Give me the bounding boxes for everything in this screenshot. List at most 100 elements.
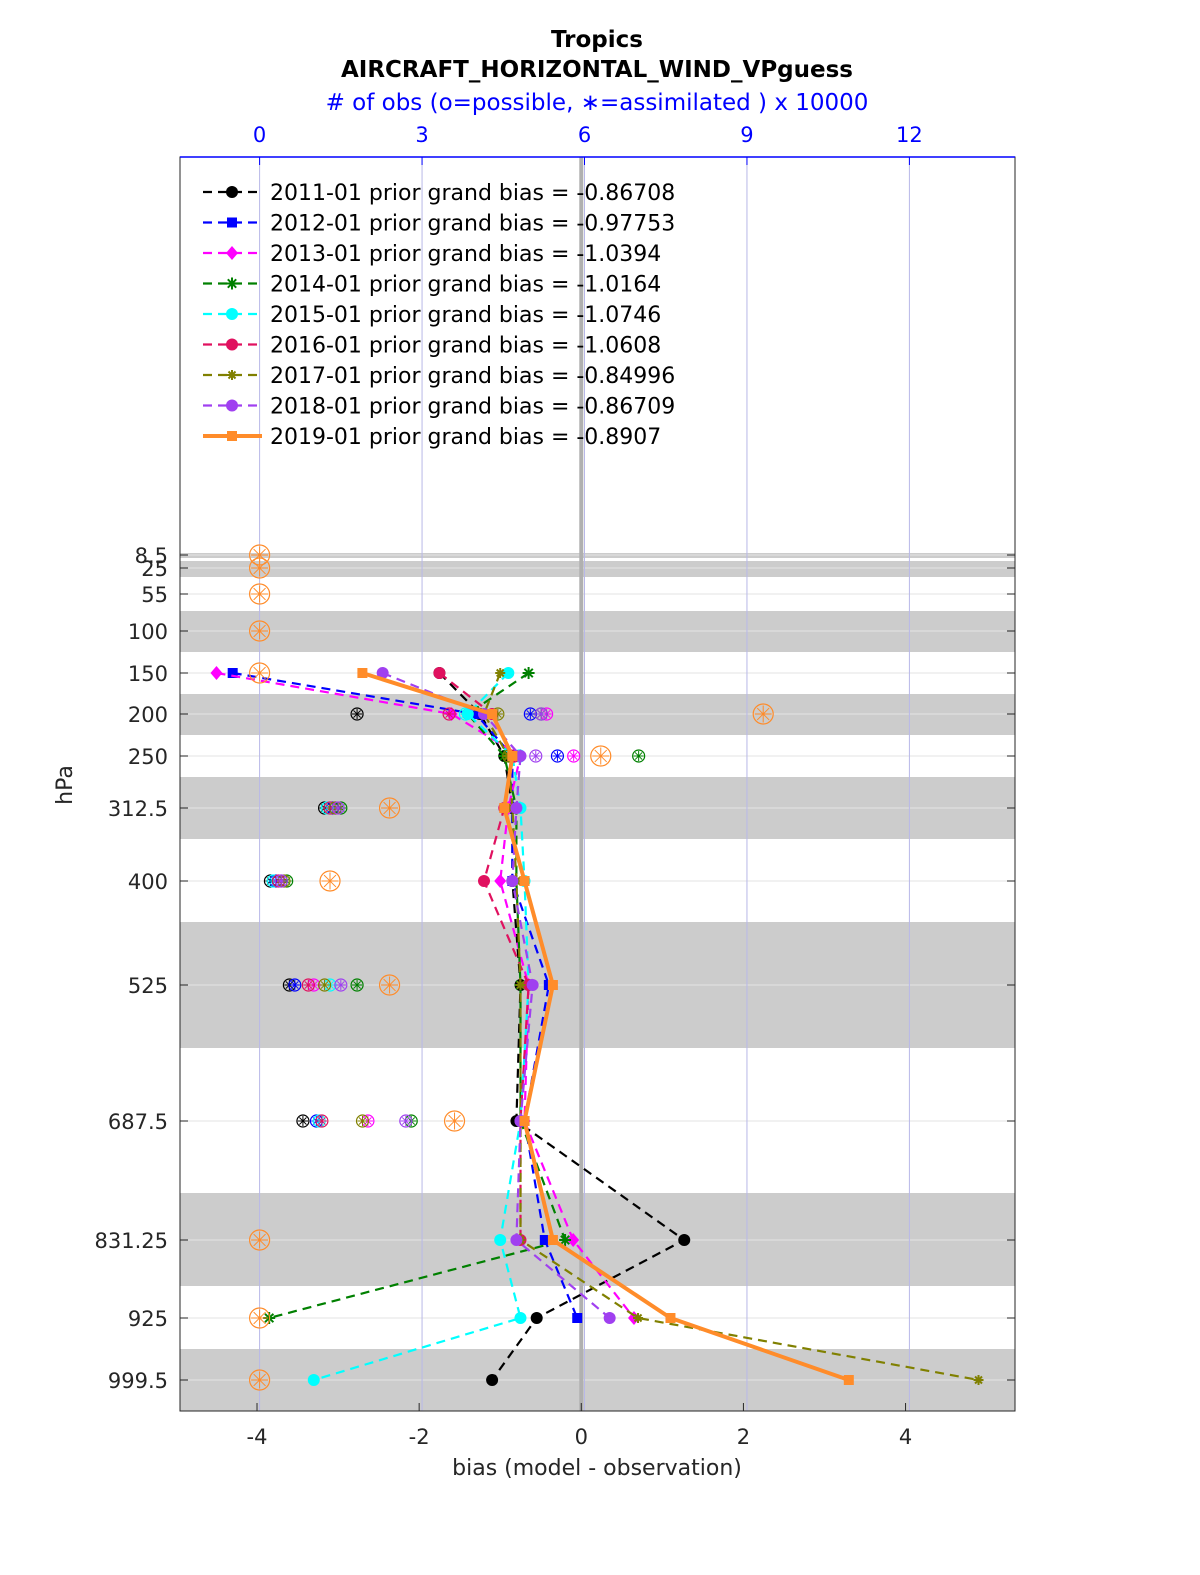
y-tick-label: 250 bbox=[128, 745, 168, 769]
bias-marker bbox=[227, 668, 238, 678]
axis-ticks: 8.52555100150200250312.5400525687.5831.2… bbox=[95, 123, 1015, 1449]
bias-marker bbox=[226, 308, 238, 320]
obs-count-marker bbox=[301, 978, 315, 992]
obs-count-marker bbox=[350, 978, 364, 992]
bias-marker bbox=[470, 709, 481, 719]
bias-marker bbox=[494, 874, 507, 888]
chart-subtitle: AIRCRAFT_HORIZONTAL_WIND_VPguess bbox=[341, 57, 853, 83]
obs-count-marker bbox=[534, 707, 548, 721]
x-tick-label: -2 bbox=[409, 1425, 430, 1449]
obs-assimilated-stroke bbox=[383, 978, 396, 992]
obs-assimilated-stroke bbox=[336, 981, 345, 989]
bias-marker bbox=[494, 1234, 507, 1246]
obs-possible-circle bbox=[317, 978, 332, 992]
obs-possible-circle bbox=[529, 749, 543, 763]
obs-assimilated-stroke bbox=[290, 981, 299, 989]
obs-possible-circle bbox=[442, 707, 456, 721]
obs-assimilated-stroke bbox=[401, 1117, 410, 1125]
bias-marker bbox=[515, 980, 526, 990]
obs-possible-circle bbox=[274, 874, 288, 888]
x-axis-label: bias (model - observation) bbox=[452, 1456, 742, 1481]
obs-possible-circle bbox=[301, 978, 315, 992]
legend-item: 2012-01 prior grand bias = -0.97753 bbox=[203, 212, 675, 237]
marker-stroke bbox=[496, 668, 505, 678]
legend-item: 2018-01 prior grand bias = -0.86709 bbox=[203, 395, 675, 420]
obs-count-marker bbox=[567, 749, 581, 763]
bias-marker bbox=[514, 1312, 527, 1324]
y-tick-label: 25 bbox=[141, 557, 168, 581]
top-axis-label: # of obs (o=possible, ∗=assimilated ) x … bbox=[326, 90, 869, 116]
bias-marker bbox=[678, 1234, 691, 1246]
top-x-tick-label: 0 bbox=[253, 123, 266, 147]
y-axis-label: hPa bbox=[53, 765, 78, 805]
series-line bbox=[438, 672, 530, 1240]
x-tick-label: 4 bbox=[899, 1425, 912, 1449]
obs-count-marker bbox=[378, 797, 401, 819]
obs-possible-circle bbox=[249, 583, 271, 605]
y-tick-label: 831.25 bbox=[95, 1229, 168, 1253]
series-line bbox=[361, 671, 850, 1382]
obs-assimilated-stroke bbox=[358, 1117, 367, 1125]
bias-marker bbox=[514, 750, 527, 762]
obs-count-marker bbox=[632, 749, 646, 763]
obs-possible-circle bbox=[249, 1307, 271, 1329]
legend-item: 2019-01 prior grand bias = -0.8907 bbox=[203, 425, 661, 450]
obs-count-marker bbox=[249, 1229, 271, 1251]
obs-count-marker bbox=[288, 978, 302, 992]
bias-marker bbox=[499, 803, 510, 813]
y-tick-label: 8.5 bbox=[135, 544, 168, 568]
marker-stroke bbox=[974, 1375, 983, 1385]
y-tick-label: 55 bbox=[141, 583, 168, 607]
marker-stroke bbox=[560, 1235, 570, 1245]
legend-label: 2015-01 prior grand bias = -1.0746 bbox=[270, 303, 661, 328]
bias-marker bbox=[507, 751, 518, 761]
obs-possible-circle bbox=[288, 978, 302, 992]
obs-count-marker bbox=[296, 1114, 310, 1128]
bias-marker bbox=[510, 1234, 523, 1246]
series-line bbox=[438, 672, 687, 1381]
obs-possible-circle bbox=[334, 978, 348, 992]
obs-possible-circle bbox=[319, 870, 341, 892]
obs-possible-circle bbox=[355, 1114, 370, 1128]
bias-marker bbox=[487, 709, 498, 719]
bias-marker bbox=[486, 1374, 499, 1386]
obs-count-marker bbox=[249, 1369, 271, 1391]
obs-assimilated-stroke bbox=[253, 1233, 266, 1247]
grid-lines bbox=[180, 157, 1015, 1411]
obs-assimilated-stroke bbox=[304, 981, 313, 989]
obs-possible-circle bbox=[315, 1114, 329, 1128]
obs-assimilated-stroke bbox=[353, 981, 361, 989]
obs-count-marker bbox=[274, 874, 288, 888]
obs-assimilated-stroke bbox=[320, 981, 329, 989]
obs-assimilated-stroke bbox=[445, 710, 454, 718]
marker-stroke bbox=[523, 668, 534, 678]
obs-assimilated-stroke bbox=[253, 624, 266, 638]
obs-possible-circle bbox=[632, 749, 646, 763]
bias-marker bbox=[973, 1375, 984, 1385]
series-8 bbox=[274, 667, 616, 1324]
bias-marker bbox=[226, 277, 238, 290]
obs-possible-circle bbox=[567, 749, 581, 763]
obs-possible-circle bbox=[378, 974, 401, 996]
obs-assimilated-stroke bbox=[277, 877, 286, 885]
legend-label: 2013-01 prior grand bias = -1.0394 bbox=[270, 242, 661, 267]
obs-count-marker bbox=[315, 1114, 329, 1128]
obs-count-marker bbox=[523, 707, 537, 721]
bias-marker bbox=[519, 1116, 530, 1126]
series-9 bbox=[249, 544, 854, 1391]
bias-marker bbox=[665, 1313, 676, 1323]
obs-assimilated-stroke bbox=[253, 666, 266, 680]
legend-label: 2019-01 prior grand bias = -0.8907 bbox=[270, 425, 661, 450]
bias-marker bbox=[547, 1235, 558, 1245]
legend-label: 2016-01 prior grand bias = -1.0608 bbox=[270, 334, 661, 359]
obs-possible-circle bbox=[443, 1110, 466, 1132]
bias-marker bbox=[226, 399, 238, 412]
obs-possible-circle bbox=[752, 703, 774, 725]
obs-possible-circle bbox=[249, 1229, 271, 1251]
y-tick-label: 925 bbox=[128, 1307, 168, 1331]
obs-count-marker bbox=[249, 662, 271, 684]
obs-assimilated-stroke bbox=[594, 749, 608, 763]
bias-marker bbox=[510, 802, 523, 814]
obs-assimilated-stroke bbox=[537, 710, 546, 718]
y-tick-label: 150 bbox=[128, 662, 168, 686]
